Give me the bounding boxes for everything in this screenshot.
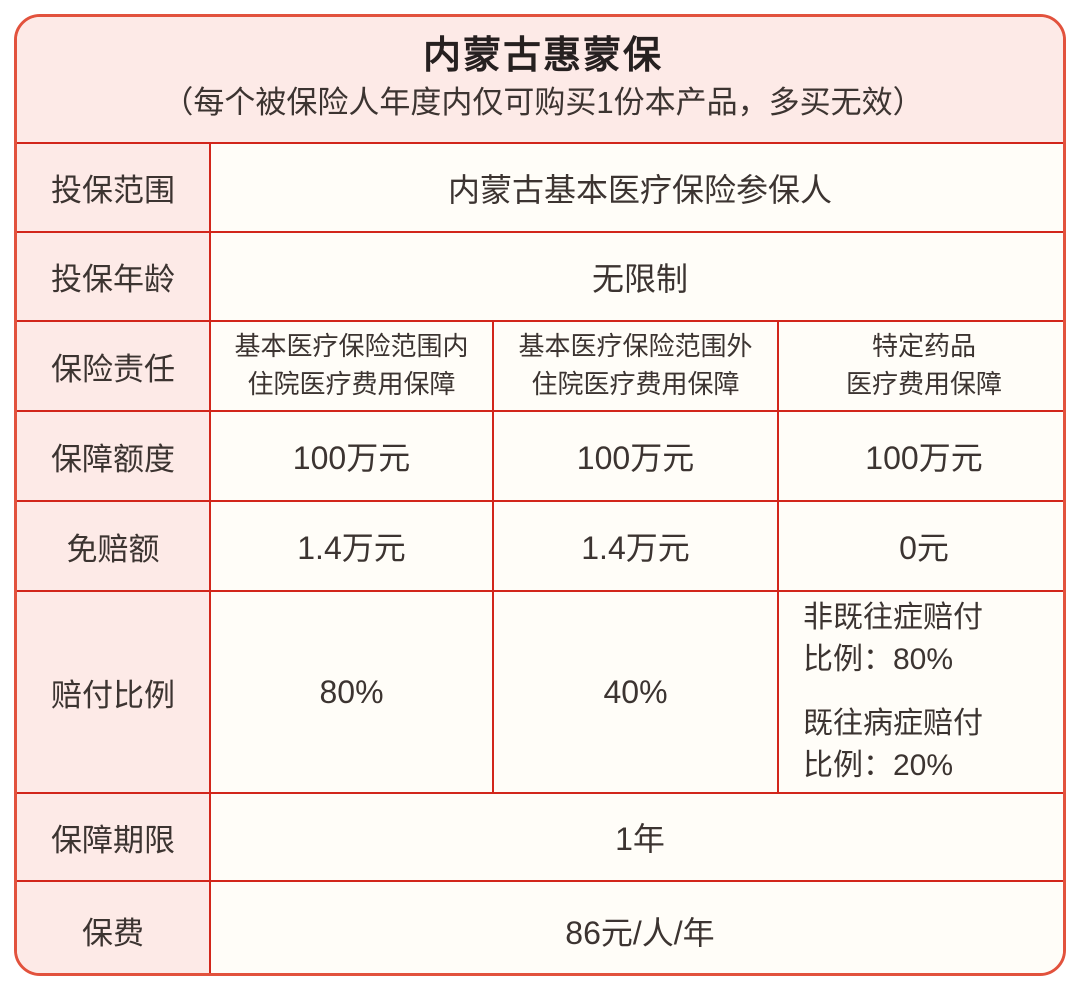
payout-special-group1: 非既往症赔付 比例：80% [803, 597, 1063, 681]
payout-special-group2: 既往病症赔付 比例：20% [803, 703, 1063, 787]
row-label-scope: 投保范围 [17, 142, 211, 233]
cell-deductible-col1: 1.4万元 [209, 500, 494, 592]
payout-special-line3: 既往病症赔付 [803, 707, 983, 740]
cell-coverage-col1: 100万元 [209, 410, 494, 502]
table-row: 保费 86元/人/年 [17, 880, 1063, 973]
payout-special-line1: 非既往症赔付 [803, 601, 983, 634]
row-label-coverage: 保障额度 [17, 410, 211, 502]
row-label-premium: 保费 [17, 880, 211, 973]
row-label-deductible: 免赔额 [17, 500, 211, 592]
table-row: 免赔额 1.4万元 1.4万元 0元 [17, 500, 1063, 592]
cell-coverage-col3: 100万元 [777, 410, 1063, 502]
table-row: 保障额度 100万元 100万元 100万元 [17, 410, 1063, 502]
product-table: 内蒙古惠蒙保 （每个被保险人年度内仅可购买1份本产品，多买无效） 投保范围 内蒙… [17, 17, 1063, 973]
product-subtitle: （每个被保险人年度内仅可购买1份本产品，多买无效） [162, 84, 924, 120]
cell-liability-col2: 基本医疗保险范围外 住院医疗费用保障 [492, 320, 779, 412]
table-row: 保障期限 1年 [17, 792, 1063, 882]
table-row: 保险责任 基本医疗保险范围内 住院医疗费用保障 基本医疗保险范围外 住院医疗费用… [17, 320, 1063, 412]
cell-scope-value: 内蒙古基本医疗保险参保人 [209, 142, 1063, 233]
cell-liability-col1: 基本医疗保险范围内 住院医疗费用保障 [209, 320, 494, 412]
cell-age-value: 无限制 [209, 231, 1063, 322]
liability-col1-line1: 基本医疗保险范围内 [234, 331, 469, 362]
row-label-liability: 保险责任 [17, 320, 211, 412]
row-label-age: 投保年龄 [17, 231, 211, 322]
table-row: 投保年龄 无限制 [17, 231, 1063, 322]
payout-special-line4: 比例：20% [803, 749, 954, 782]
table-row: 投保范围 内蒙古基本医疗保险参保人 [17, 142, 1063, 233]
row-label-payout: 赔付比例 [17, 590, 211, 794]
cell-premium-value: 86元/人/年 [209, 880, 1063, 973]
liability-col3-line2: 医疗费用保障 [845, 369, 1002, 399]
row-label-period: 保障期限 [17, 792, 211, 882]
product-title: 内蒙古惠蒙保 [422, 35, 663, 78]
cell-deductible-col2: 1.4万元 [492, 500, 779, 592]
cell-deductible-col3: 0元 [777, 500, 1063, 592]
cell-coverage-col2: 100万元 [492, 410, 779, 502]
liability-col1-line2: 住院医疗费用保障 [247, 369, 456, 399]
payout-special-line2: 比例：80% [803, 643, 954, 676]
table-header-cell: 内蒙古惠蒙保 （每个被保险人年度内仅可购买1份本产品，多买无效） [17, 17, 1063, 144]
liability-col3-line1: 特定药品 [871, 331, 976, 362]
cell-period-value: 1年 [209, 792, 1063, 882]
liability-col2-line1: 基本医疗保险范围外 [518, 331, 753, 362]
product-card: 内蒙古惠蒙保 （每个被保险人年度内仅可购买1份本产品，多买无效） 投保范围 内蒙… [14, 14, 1066, 976]
cell-payout-col1: 80% [209, 590, 494, 794]
liability-col2-line2: 住院医疗费用保障 [531, 369, 740, 399]
cell-payout-col2: 40% [492, 590, 779, 794]
table-row: 赔付比例 80% 40% 非既往症赔付 比例：80% 既往病症赔付 比例：20% [17, 590, 1063, 794]
cell-liability-col3: 特定药品 医疗费用保障 [777, 320, 1063, 412]
cell-payout-col3: 非既往症赔付 比例：80% 既往病症赔付 比例：20% [777, 590, 1063, 794]
